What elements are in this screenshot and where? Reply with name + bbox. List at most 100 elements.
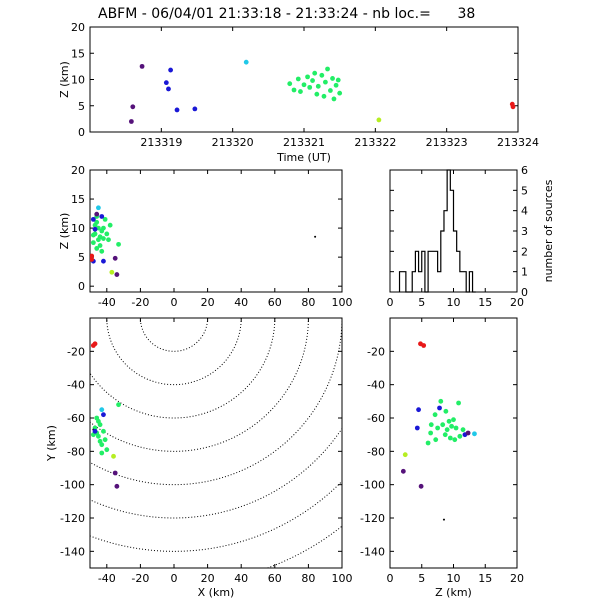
data-point bbox=[307, 84, 313, 90]
scatter-points bbox=[90, 205, 317, 277]
data-point bbox=[90, 232, 96, 238]
data-point bbox=[428, 422, 434, 428]
figure-title: ABFM - 06/04/01 21:33:18 - 21:33:24 - nb… bbox=[98, 6, 475, 22]
x-tick-label: 100 bbox=[332, 572, 353, 585]
data-point bbox=[99, 407, 105, 413]
range-ring bbox=[90, 318, 309, 452]
x-tick-label: 5 bbox=[418, 296, 425, 309]
data-point bbox=[243, 59, 249, 65]
data-point bbox=[451, 417, 456, 423]
data-point bbox=[99, 450, 105, 456]
y-tick-label: 0 bbox=[78, 126, 85, 139]
y-tick-label: 10 bbox=[71, 74, 85, 87]
data-point bbox=[101, 258, 106, 264]
y-tick-label: 5 bbox=[78, 251, 85, 264]
plot-frame bbox=[89, 317, 343, 569]
data-point bbox=[94, 211, 100, 217]
x-tick-label: 213323 bbox=[426, 136, 468, 149]
x-tick-label: 15 bbox=[478, 572, 492, 585]
data-point bbox=[437, 405, 442, 411]
data-point bbox=[321, 93, 327, 99]
y-tick-label: 0 bbox=[78, 280, 85, 293]
range-ring bbox=[90, 427, 342, 519]
data-point bbox=[327, 88, 333, 93]
data-point bbox=[337, 90, 343, 96]
data-point bbox=[114, 272, 120, 277]
x-axis-label: Time (UT) bbox=[276, 151, 331, 164]
y-tick-label: 3 bbox=[521, 225, 528, 238]
x-tick-label: 213319 bbox=[140, 136, 182, 149]
data-point bbox=[421, 343, 427, 348]
data-point bbox=[440, 422, 446, 428]
data-point bbox=[433, 437, 439, 443]
data-point bbox=[444, 427, 450, 433]
y-tick-label: -120 bbox=[60, 512, 85, 525]
data-point bbox=[432, 412, 438, 418]
y-tick-label: -40 bbox=[67, 379, 85, 392]
data-point bbox=[92, 226, 98, 232]
data-point bbox=[287, 81, 293, 87]
data-point bbox=[331, 96, 337, 102]
data-point bbox=[104, 231, 110, 237]
y-tick-label: 15 bbox=[71, 47, 85, 60]
data-point bbox=[90, 240, 96, 246]
y-tick-label: -140 bbox=[360, 545, 385, 558]
data-point bbox=[90, 216, 96, 222]
x-tick-label: 0 bbox=[387, 572, 394, 585]
data-point bbox=[163, 80, 169, 86]
x-tick-label: 213322 bbox=[354, 136, 396, 149]
data-point bbox=[116, 241, 121, 247]
x-tick-label: 20 bbox=[201, 296, 215, 309]
histogram-bar bbox=[400, 272, 403, 292]
data-point bbox=[174, 107, 180, 113]
data-point bbox=[101, 225, 106, 231]
plot-frame bbox=[89, 26, 519, 133]
data-point bbox=[96, 237, 101, 243]
chart-z-y: 0 5 10 15 20 -20 -40 -60 -80 -100 -120 -140 Z (km) bbox=[360, 317, 524, 599]
data-point bbox=[425, 440, 431, 446]
data-point bbox=[92, 222, 98, 228]
x-tick-label: 40 bbox=[234, 296, 248, 309]
data-point bbox=[472, 431, 477, 437]
scatter-points bbox=[128, 59, 516, 124]
data-point bbox=[101, 412, 106, 418]
y-tick-label: -120 bbox=[360, 512, 385, 525]
x-tick-label: -20 bbox=[131, 572, 149, 585]
y-axis-label: Z (km) bbox=[58, 213, 71, 250]
data-point bbox=[465, 430, 471, 436]
histogram-bar bbox=[422, 251, 425, 292]
x-tick-label: 0 bbox=[387, 296, 394, 309]
histogram-bar bbox=[444, 211, 447, 292]
y-axis-label: Y (km) bbox=[45, 425, 58, 462]
x-tick-label: 20 bbox=[510, 296, 524, 309]
x-tick-label: 100 bbox=[332, 296, 353, 309]
data-point bbox=[92, 428, 98, 434]
y-tick-label: 0 bbox=[521, 286, 528, 299]
data-point bbox=[116, 402, 121, 408]
histogram-bar bbox=[450, 190, 453, 292]
histogram-bar bbox=[412, 272, 415, 292]
data-point bbox=[435, 425, 441, 431]
y-tick-label: 20 bbox=[71, 164, 85, 177]
data-point bbox=[102, 437, 108, 443]
data-point bbox=[128, 119, 134, 124]
y-tick-label: 20 bbox=[71, 21, 85, 34]
data-point bbox=[418, 483, 424, 489]
data-point bbox=[192, 106, 198, 112]
data-point bbox=[96, 205, 101, 211]
x-tick-label: 60 bbox=[268, 296, 282, 309]
data-point bbox=[97, 422, 103, 428]
x-tick-label: 10 bbox=[447, 296, 461, 309]
x-tick-label: 0 bbox=[171, 296, 178, 309]
data-point bbox=[102, 216, 108, 222]
y-tick-label: -80 bbox=[67, 445, 85, 458]
x-tick-label: 5 bbox=[418, 572, 425, 585]
y-tick-label: -140 bbox=[60, 545, 85, 558]
data-point bbox=[335, 77, 341, 83]
data-point bbox=[315, 83, 321, 89]
histogram-bar bbox=[441, 231, 444, 292]
data-point bbox=[112, 255, 118, 261]
data-point bbox=[314, 91, 320, 97]
data-point bbox=[90, 257, 95, 262]
y-tick-label: 1 bbox=[521, 266, 528, 279]
